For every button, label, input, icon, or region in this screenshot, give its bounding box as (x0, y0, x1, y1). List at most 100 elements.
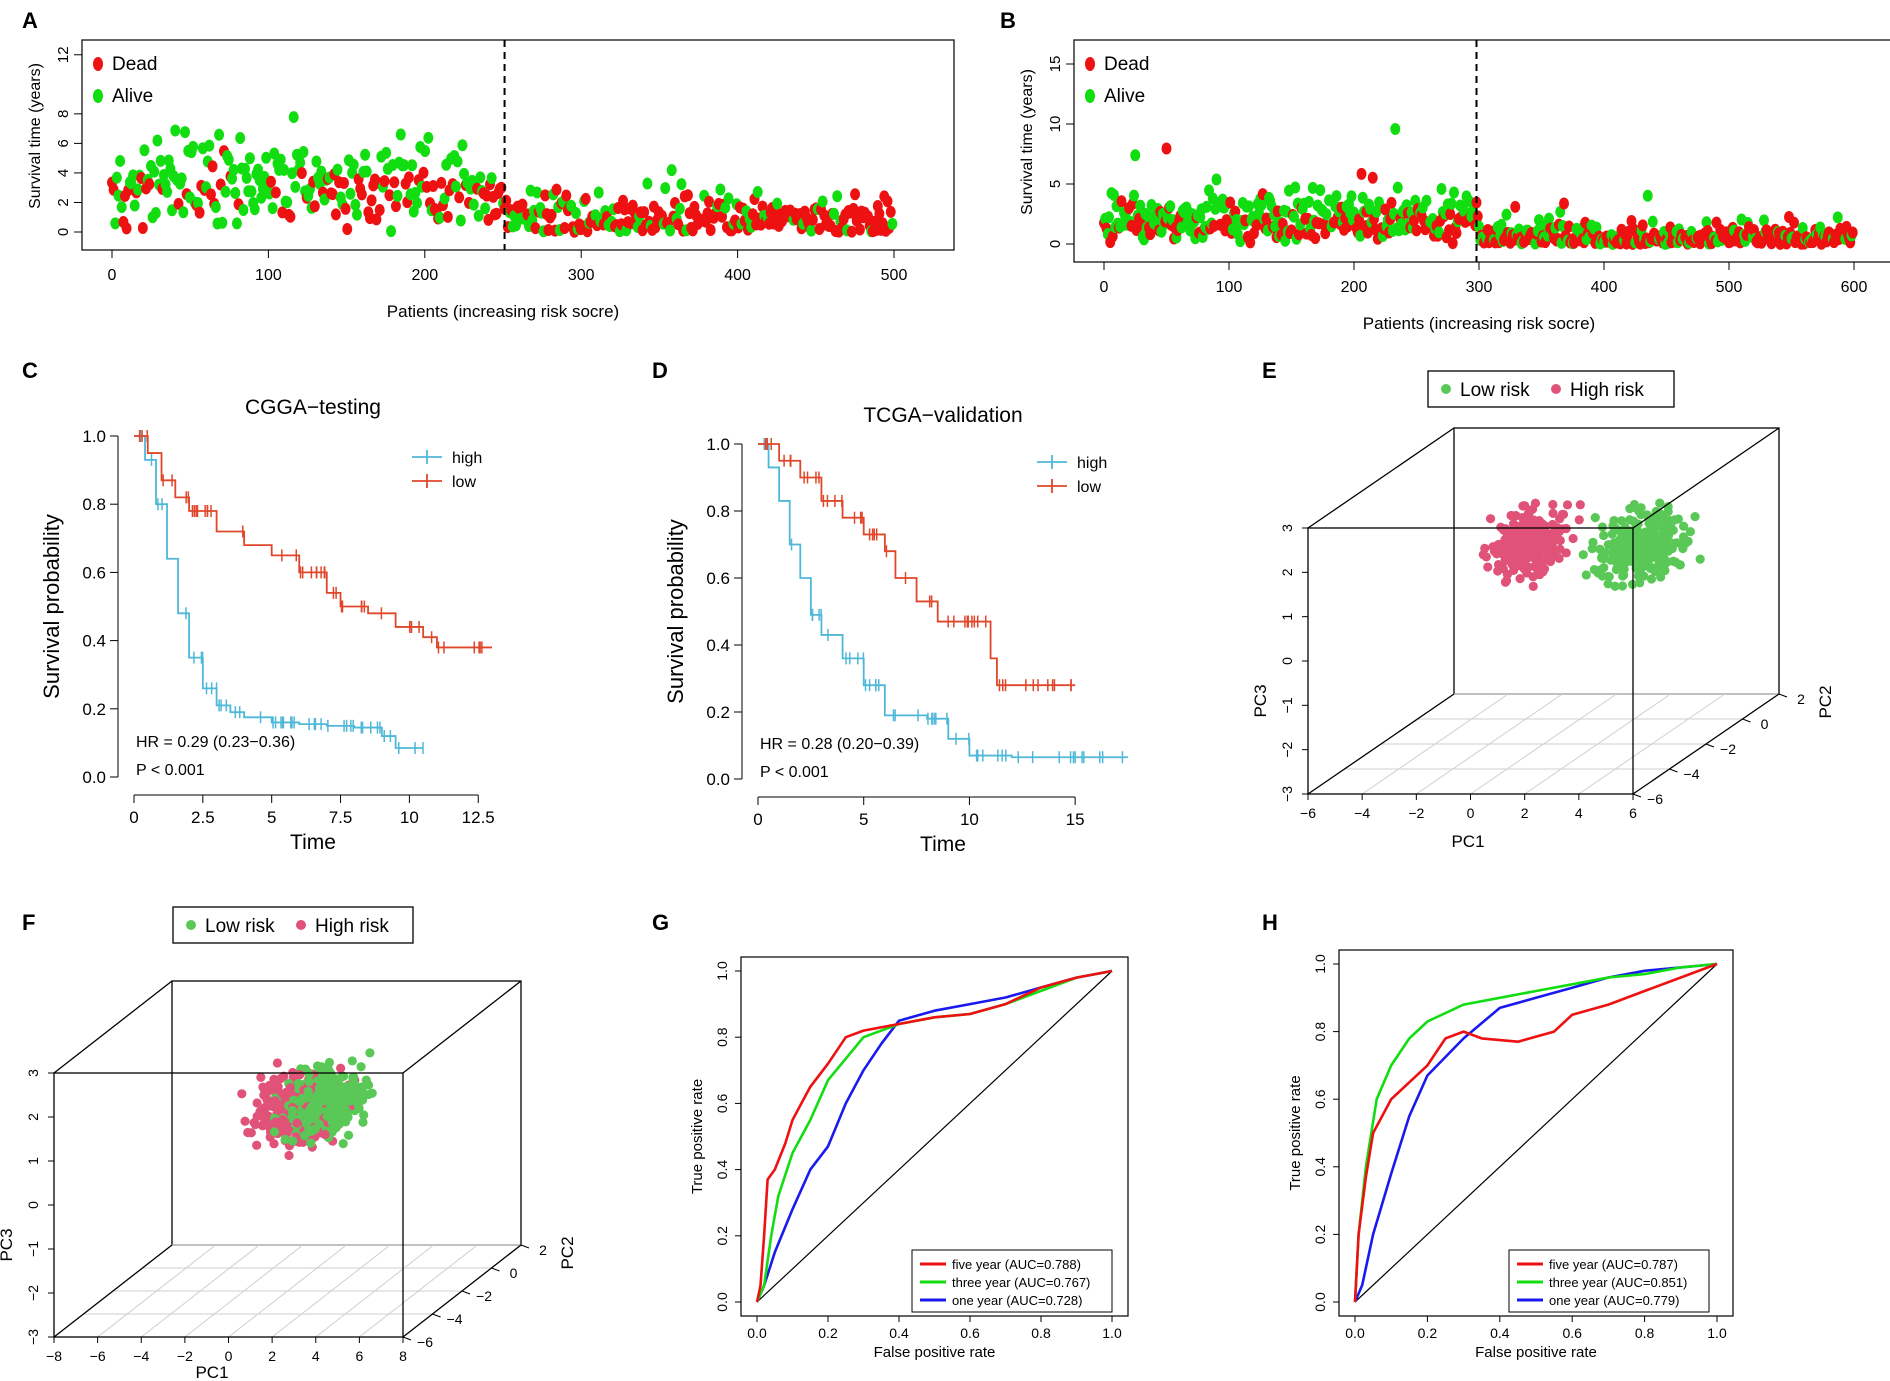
low-risk-point (299, 1113, 309, 1123)
alive-point (1642, 189, 1653, 202)
alive-point (1434, 226, 1444, 239)
alive-point (1832, 211, 1843, 224)
high-risk-point (1501, 576, 1512, 586)
y-tick (1632, 793, 1642, 798)
high-risk-point (1493, 559, 1504, 570)
low-risk-point (323, 1064, 333, 1074)
x-tick-label: 0 (108, 267, 117, 284)
low-risk-point (1678, 521, 1689, 531)
legend-high-risk-marker (296, 920, 306, 930)
low-risk-point (329, 1109, 340, 1119)
low-risk-point (288, 1136, 298, 1146)
alive-point (434, 211, 445, 224)
dead-point (848, 202, 859, 215)
dead-point (144, 178, 155, 191)
dead-point (207, 160, 218, 173)
dead-point (1447, 237, 1458, 250)
alive-point (170, 124, 181, 137)
legend-low-risk-marker (186, 920, 196, 930)
y-tick-label: 2 (1797, 691, 1805, 707)
x-axis-label: Time (920, 833, 966, 856)
low-risk-point (1612, 558, 1622, 568)
low-risk-point (1655, 513, 1665, 523)
dead-point (1116, 195, 1127, 208)
z-tick-label: −3 (25, 1329, 41, 1345)
y-tick-label: 1.0 (714, 961, 730, 981)
alive-point (241, 171, 252, 184)
low-risk-point (1659, 523, 1669, 533)
legend-high-risk-marker (1551, 384, 1561, 394)
alive-point (1346, 190, 1357, 203)
legend-marker-high (412, 450, 442, 464)
y-tick-label: 0 (1047, 240, 1064, 248)
dead-point (1367, 171, 1378, 184)
legend-marker-low (412, 474, 442, 488)
x-axis-label: Patients (increasing risk socre) (1363, 314, 1595, 333)
dead-point (1445, 208, 1456, 221)
y-tick-label: 0.6 (82, 563, 106, 582)
high-risk-point (1554, 553, 1564, 563)
dead-point (1386, 196, 1397, 209)
alive-point (231, 217, 242, 230)
low-risk-point (304, 1069, 314, 1080)
alive-point (386, 225, 397, 238)
dead-point (371, 213, 382, 226)
low-risk-point (1680, 539, 1690, 549)
x-tick-label: 0.4 (1490, 1325, 1510, 1341)
alive-point (223, 153, 234, 166)
dead-point (309, 200, 320, 213)
low-risk-point (1673, 514, 1683, 524)
low-risk-point (310, 1104, 320, 1114)
x-axis-label: False positive rate (1475, 1344, 1597, 1361)
x-tick-label: −2 (177, 1348, 193, 1364)
legend-low-risk-label: Low risk (1460, 380, 1530, 401)
dead-point (296, 167, 307, 180)
high-risk-point (1549, 534, 1559, 544)
y-axis-label: PC2 (1816, 685, 1835, 718)
high-risk-point (1506, 510, 1516, 521)
low-risk-point (309, 1112, 319, 1122)
dead-point (285, 210, 296, 223)
alive-point (350, 198, 361, 211)
plot-frame (81, 39, 955, 251)
alive-point (832, 190, 843, 203)
x-axis-label: PC1 (195, 1363, 228, 1381)
alive-point (332, 163, 343, 176)
legend-dead-label: Dead (112, 54, 157, 75)
dead-point (846, 225, 857, 238)
high-risk-point (1533, 568, 1543, 578)
high-risk-point (1520, 501, 1530, 511)
high-risk-point (285, 1083, 295, 1093)
dead-point (704, 195, 715, 208)
high-risk-point (1519, 539, 1529, 550)
km-curve-low (134, 435, 492, 649)
alive-point (676, 178, 687, 191)
alive-point (665, 224, 676, 237)
alive-point (1256, 199, 1267, 212)
low-risk-point (367, 1088, 377, 1098)
low-risk-point (1599, 553, 1609, 564)
low-risk-point (1625, 515, 1635, 525)
low-risk-point (323, 1074, 334, 1084)
alive-point (230, 186, 241, 199)
dead-point (1637, 219, 1648, 232)
dead-point (639, 206, 650, 219)
alive-point (152, 134, 163, 147)
z-tick-label: 3 (1279, 524, 1295, 532)
high-risk-point (1504, 547, 1514, 557)
dead-point (540, 189, 551, 202)
x-tick-label: 200 (1341, 279, 1368, 296)
dead-point (546, 208, 557, 221)
low-risk-point (1608, 546, 1618, 556)
high-risk-point (284, 1150, 294, 1161)
z-tick-label: −1 (1279, 697, 1295, 713)
roc-curve-one-year (1353, 962, 1718, 1303)
alive-point (1290, 181, 1301, 194)
high-risk-point (259, 1083, 269, 1094)
x-tick-label: 500 (1716, 279, 1743, 296)
alive-point (290, 180, 301, 193)
x-tick-label: 0 (225, 1348, 233, 1364)
high-risk-point (257, 1121, 268, 1131)
alive-point (192, 196, 203, 209)
high-risk-point (1529, 515, 1539, 525)
